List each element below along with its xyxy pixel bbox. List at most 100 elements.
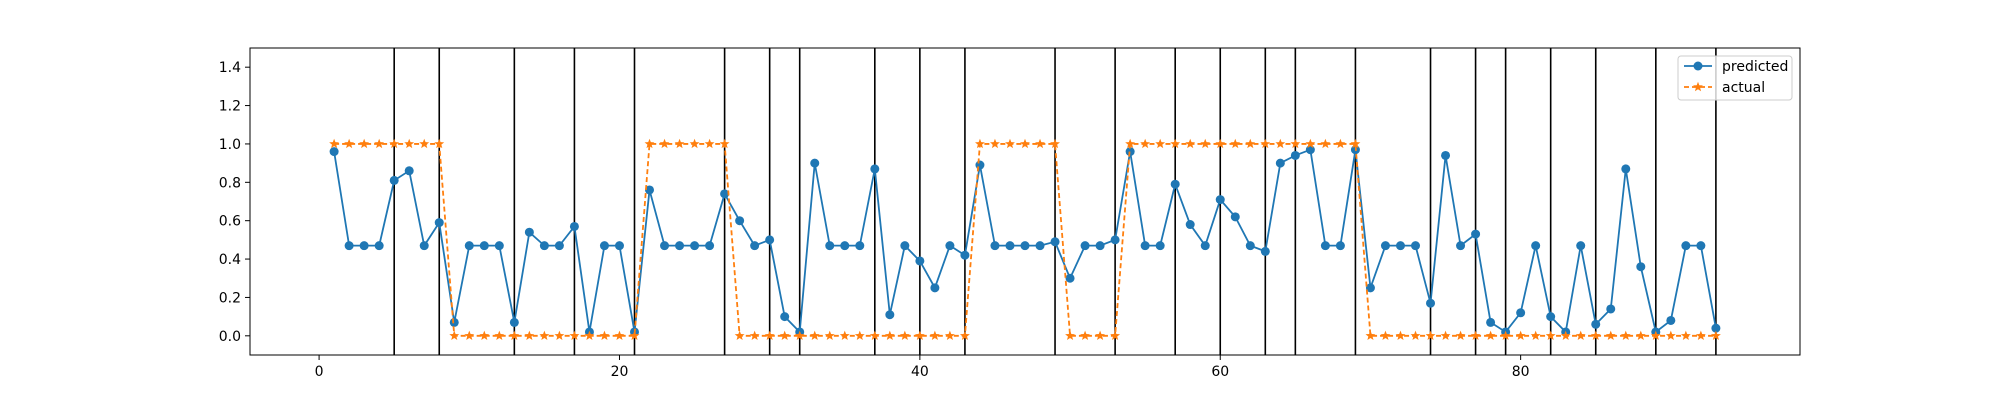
point-predicted-86	[1606, 304, 1616, 314]
point-predicted-84	[1576, 241, 1586, 251]
point-predicted-17	[569, 221, 579, 231]
point-actual-92	[1695, 330, 1706, 341]
legend-label-actual: actual	[1722, 80, 1765, 96]
point-actual-87	[1620, 330, 1631, 341]
point-actual-34	[824, 330, 835, 341]
point-actual-71	[1380, 330, 1391, 341]
point-actual-88	[1635, 330, 1646, 341]
point-actual-40	[914, 330, 925, 341]
point-actual-86	[1605, 330, 1616, 341]
x-axis: 0 20 40 60 80	[315, 355, 1530, 380]
point-actual-91	[1680, 330, 1691, 341]
point-predicted-78	[1486, 317, 1496, 327]
point-predicted-64	[1275, 158, 1285, 168]
point-predicted-4	[374, 241, 384, 251]
legend-label-predicted: predicted	[1722, 59, 1788, 75]
legend-marker-predicted	[1693, 61, 1703, 71]
point-actual-26	[704, 138, 715, 149]
point-predicted-76	[1456, 241, 1466, 251]
point-actual-64	[1275, 138, 1286, 149]
point-predicted-46	[1005, 241, 1015, 251]
point-predicted-27	[720, 189, 730, 199]
point-actual-5	[389, 138, 400, 149]
x-tick-label-40: 40	[911, 364, 929, 380]
point-predicted-5	[389, 175, 399, 185]
point-actual-21	[629, 330, 640, 341]
point-actual-66	[1305, 138, 1316, 149]
point-predicted-53	[1110, 235, 1120, 245]
point-actual-60	[1215, 138, 1226, 149]
point-actual-47	[1020, 138, 1030, 149]
point-predicted-29	[750, 241, 760, 251]
point-predicted-73	[1411, 241, 1421, 251]
y-tick-label-5: 1.0	[219, 137, 241, 153]
x-tick-label-80: 80	[1512, 364, 1530, 380]
point-predicted-45	[990, 241, 1000, 251]
point-predicted-7	[419, 241, 429, 251]
point-predicted-54	[1125, 147, 1135, 157]
point-predicted-63	[1260, 246, 1270, 256]
point-predicted-56	[1155, 241, 1165, 251]
point-actual-75	[1440, 330, 1451, 341]
y-tick-label-1: 0.2	[219, 290, 241, 306]
point-actual-43	[959, 330, 970, 341]
point-predicted-57	[1170, 179, 1180, 189]
point-actual-15	[539, 330, 550, 341]
point-actual-37	[869, 330, 880, 341]
point-actual-2	[344, 138, 355, 149]
point-predicted-33	[810, 158, 820, 168]
point-actual-13	[509, 330, 520, 341]
point-predicted-70	[1365, 283, 1375, 293]
point-predicted-11	[479, 241, 489, 251]
point-actual-42	[944, 330, 955, 341]
point-actual-14	[524, 330, 535, 341]
point-predicted-80	[1516, 308, 1526, 318]
point-actual-57	[1170, 138, 1181, 149]
legend: predicted actual	[1677, 55, 1793, 101]
point-actual-41	[929, 330, 940, 341]
series-line-actual	[334, 143, 1716, 337]
point-predicted-35	[840, 241, 850, 251]
point-predicted-34	[825, 241, 835, 251]
point-predicted-22	[645, 185, 655, 195]
point-predicted-6	[404, 166, 414, 176]
point-actual-48	[1035, 138, 1045, 149]
point-actual-82	[1545, 330, 1556, 341]
point-predicted-19	[599, 241, 609, 251]
point-predicted-71	[1380, 241, 1390, 251]
point-predicted-28	[735, 216, 745, 226]
point-actual-65	[1290, 138, 1301, 149]
point-actual-44	[975, 138, 985, 149]
point-predicted-58	[1185, 220, 1195, 230]
point-predicted-23	[660, 241, 670, 251]
point-predicted-55	[1140, 241, 1150, 251]
point-predicted-2	[344, 241, 354, 251]
point-predicted-82	[1546, 312, 1556, 322]
point-predicted-36	[855, 241, 865, 251]
point-predicted-26	[705, 241, 715, 251]
point-actual-77	[1470, 330, 1481, 341]
point-actual-52	[1095, 330, 1106, 341]
point-predicted-62	[1245, 241, 1255, 251]
point-predicted-52	[1095, 241, 1105, 251]
legend-box	[1677, 55, 1793, 101]
point-actual-61	[1230, 138, 1241, 149]
point-actual-63	[1260, 138, 1271, 149]
point-predicted-24	[675, 241, 685, 251]
point-actual-45	[990, 138, 1000, 149]
point-predicted-65	[1290, 150, 1300, 160]
point-predicted-85	[1591, 319, 1601, 329]
point-actual-33	[809, 330, 820, 341]
point-predicted-50	[1065, 273, 1075, 283]
point-actual-59	[1200, 138, 1211, 149]
point-predicted-15	[539, 241, 549, 251]
point-predicted-16	[554, 241, 564, 251]
point-predicted-92	[1696, 241, 1706, 251]
point-actual-3	[359, 138, 370, 149]
point-actual-93	[1710, 330, 1721, 341]
point-predicted-67	[1320, 241, 1330, 251]
point-predicted-47	[1020, 241, 1030, 251]
point-actual-83	[1560, 330, 1571, 341]
point-predicted-81	[1531, 241, 1541, 251]
